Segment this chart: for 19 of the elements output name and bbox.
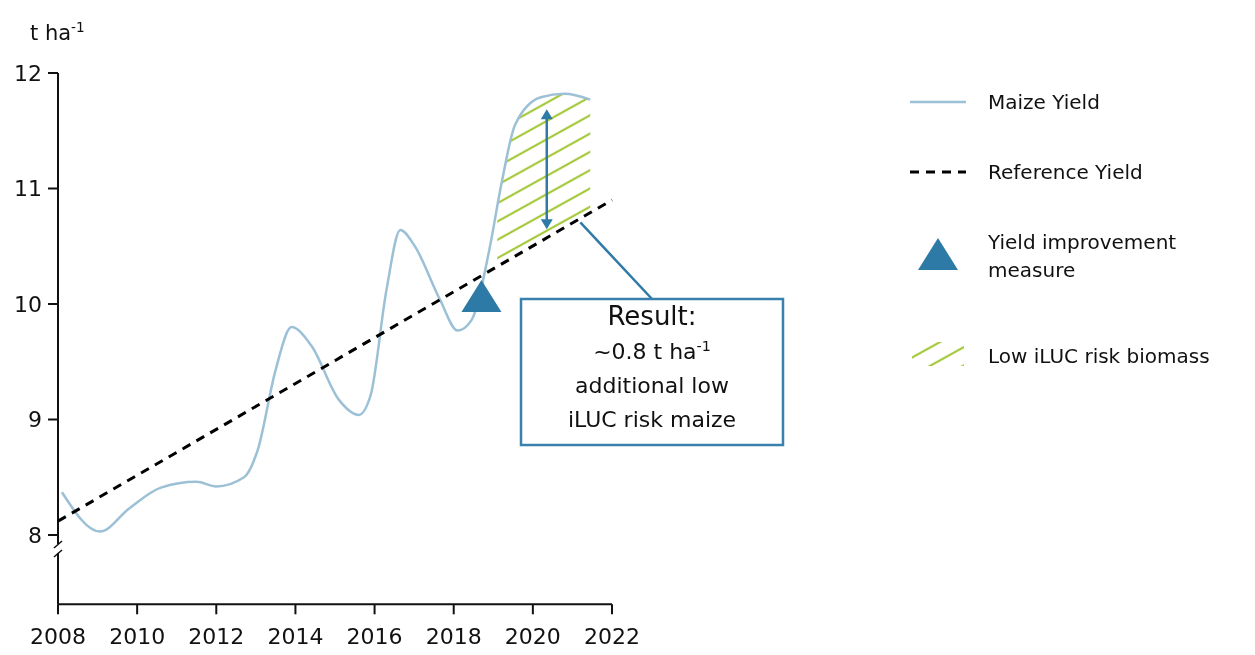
x-tick-label: 2008: [30, 624, 86, 649]
x-tick-label: 2016: [346, 624, 403, 649]
legend-label: Low iLUC risk biomass: [988, 344, 1210, 368]
y-tick-label: 12: [14, 60, 42, 86]
x-tick-label: 2018: [425, 624, 482, 649]
y-tick-label: 8: [28, 522, 42, 548]
legend-label: Yield improvement measure: [987, 230, 1177, 282]
legend-label: Maize Yield: [988, 90, 1100, 114]
x-tick-label: 2010: [109, 624, 166, 649]
x-tick-label: 2012: [188, 624, 245, 649]
x-tick-label: 2020: [504, 624, 561, 649]
legend-label: Reference Yield: [988, 160, 1143, 184]
x-tick-label: 2014: [267, 624, 324, 649]
y-tick-label: 9: [28, 407, 42, 433]
y-tick-label: 11: [14, 176, 42, 202]
x-tick-label: 2022: [584, 624, 640, 649]
y-axis-title: t ha$^{-1}$: [30, 19, 85, 46]
y-tick-label: 10: [14, 291, 42, 317]
text: Result: ~0.8 t ha$^{-1}$ additional low iLUC risk maize: [567, 301, 737, 432]
